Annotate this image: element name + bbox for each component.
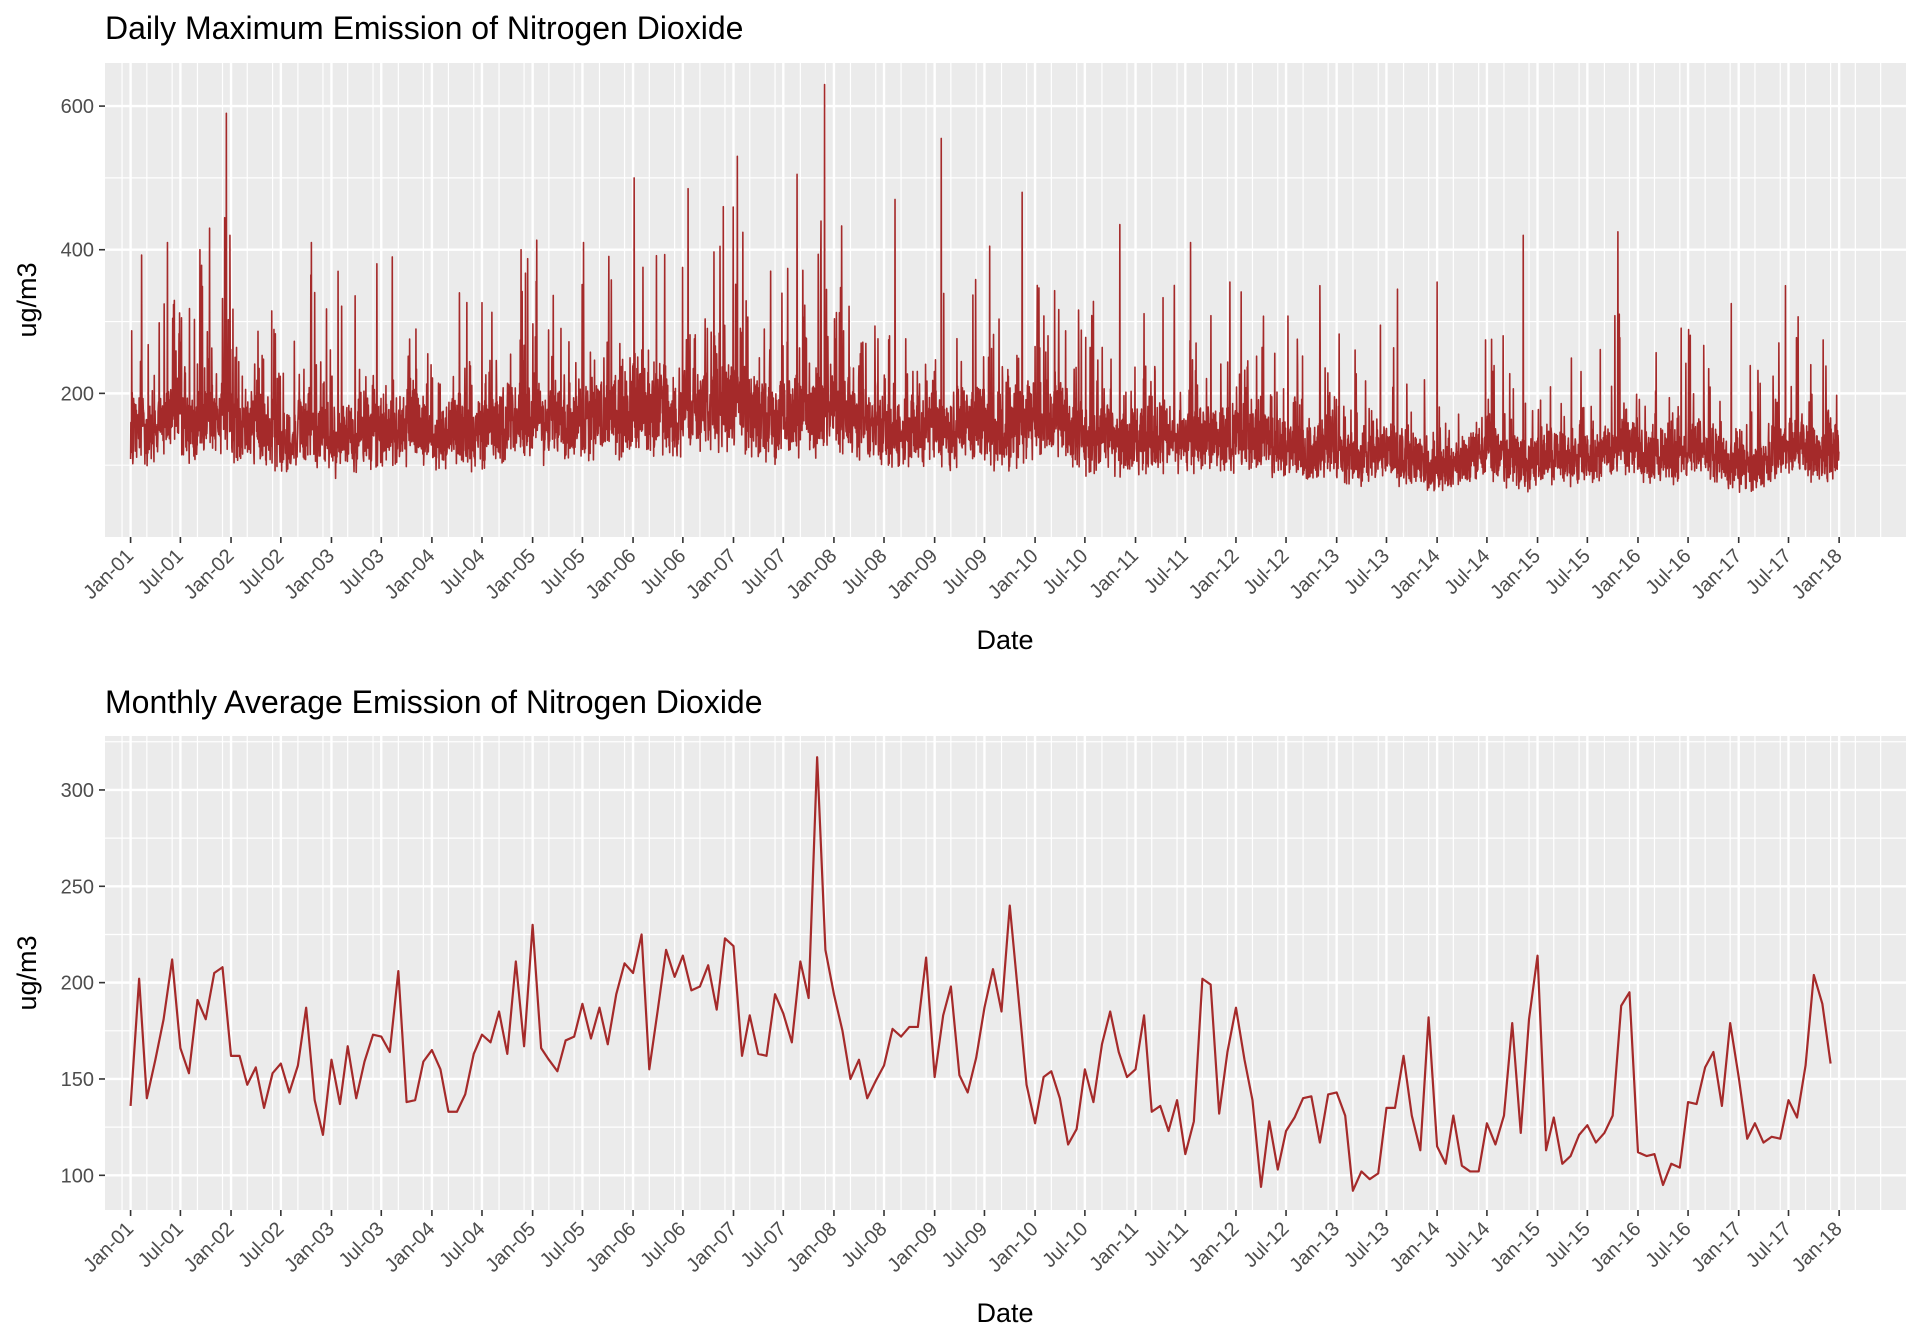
y-tick-label: 200 xyxy=(61,383,94,405)
x-axis-title: Date xyxy=(976,625,1033,655)
y-tick-label: 300 xyxy=(61,780,94,802)
y-tick-label: 100 xyxy=(61,1165,94,1187)
y-tick-label: 600 xyxy=(61,96,94,118)
series-layer xyxy=(129,756,1832,1192)
y-axis-title: ug/m3 xyxy=(12,935,42,1010)
x-axis-title: Date xyxy=(976,1298,1033,1328)
chart-title: Monthly Average Emission of Nitrogen Dio… xyxy=(105,684,763,720)
plot-panel xyxy=(105,63,1906,537)
y-axis: 200 400 600 xyxy=(61,96,105,405)
y-tick-label: 200 xyxy=(61,973,94,995)
chart-title: Daily Maximum Emission of Nitrogen Dioxi… xyxy=(105,10,743,46)
series-line-0 xyxy=(129,83,1840,493)
y-tick-label: 150 xyxy=(61,1069,94,1091)
y-tick-label: 400 xyxy=(61,240,94,262)
y-axis: 100 150 200 250 300 xyxy=(61,780,105,1187)
y-axis-title: ug/m3 xyxy=(12,262,42,337)
series-layer xyxy=(129,83,1840,493)
y-tick-label: 250 xyxy=(61,876,94,898)
series-line-0 xyxy=(129,756,1832,1192)
